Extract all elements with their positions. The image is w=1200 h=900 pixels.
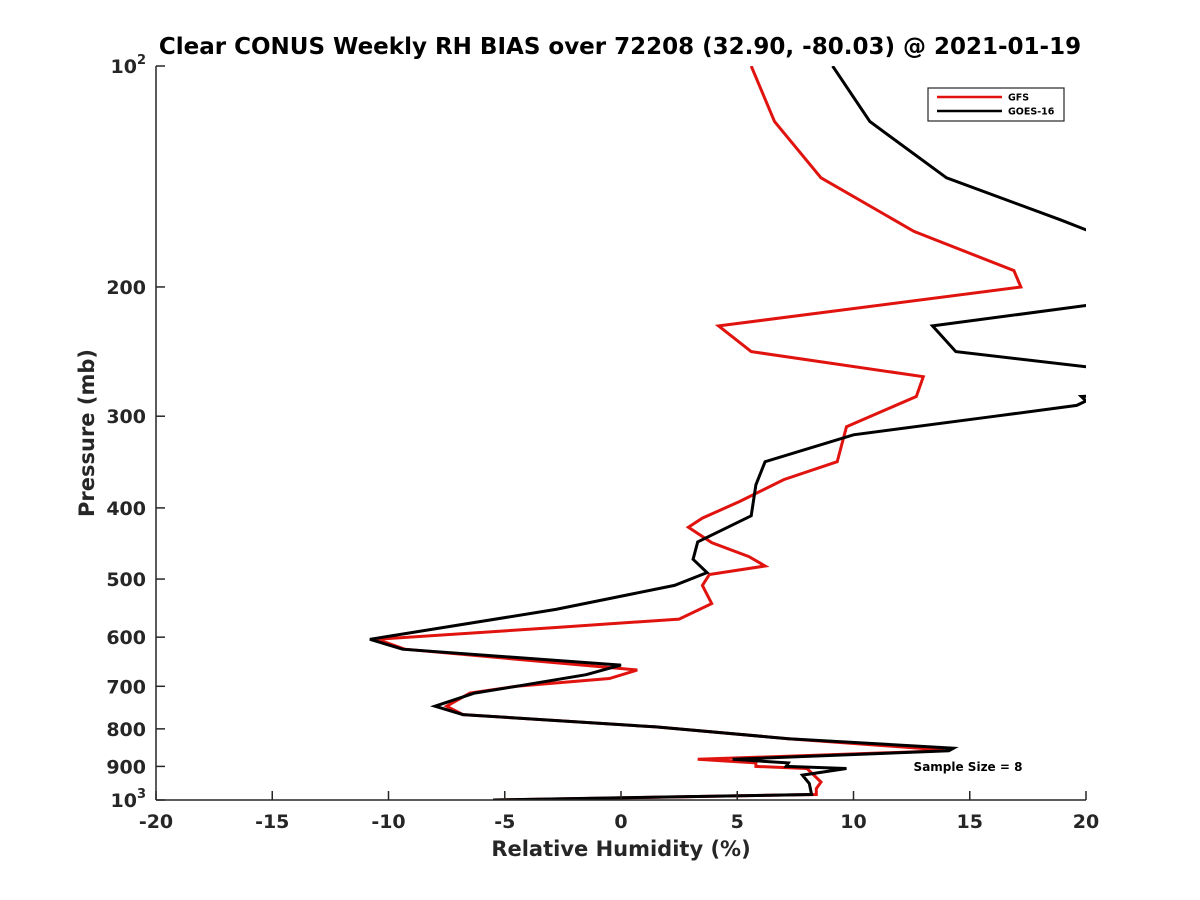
x-tick-label: 10 bbox=[840, 811, 866, 833]
x-axis-label: Relative Humidity (%) bbox=[491, 837, 750, 861]
y-tick-label: 900 bbox=[106, 756, 146, 778]
y-tick-label: 400 bbox=[106, 498, 146, 520]
x-tick-label: 20 bbox=[1073, 811, 1099, 833]
legend-box bbox=[927, 87, 1065, 122]
series-line-gfs bbox=[376, 66, 1024, 800]
y-tick-label: 200 bbox=[106, 277, 146, 299]
y-ticks: 102 200 300 400 500 600 700 800 900 103 bbox=[106, 53, 165, 812]
series-layer bbox=[369, 66, 1086, 800]
x-tick-label: 5 bbox=[731, 811, 744, 833]
legend-label: GOES-16 bbox=[1008, 107, 1055, 118]
x-ticks: -20 -15 -10 -5 0 5 10 15 20 bbox=[139, 791, 1099, 833]
y-tick-label: 700 bbox=[106, 676, 146, 698]
legend-label: GFS bbox=[1008, 93, 1029, 104]
x-tick-label: -5 bbox=[494, 811, 515, 833]
y-tick-label: 103 bbox=[111, 787, 147, 812]
y-tick-label: 800 bbox=[106, 719, 146, 741]
legend: GFS GOES-16 bbox=[927, 87, 1065, 122]
y-tick-label: 600 bbox=[106, 627, 146, 649]
x-tick-label: -15 bbox=[255, 811, 289, 833]
chart-title: Clear CONUS Weekly RH BIAS over 72208 (3… bbox=[159, 34, 1081, 60]
x-tick-label: 15 bbox=[957, 811, 983, 833]
x-tick-label: -20 bbox=[139, 811, 173, 833]
y-axis-label: Pressure (mb) bbox=[75, 349, 99, 517]
y-tick-label: 102 bbox=[111, 53, 147, 78]
y-tick-label: 300 bbox=[106, 406, 146, 428]
y-tick-label: 500 bbox=[106, 569, 146, 591]
sample-size-annotation: Sample Size = 8 bbox=[914, 760, 1023, 774]
x-tick-label: 0 bbox=[614, 811, 627, 833]
series-line-goes-16 bbox=[369, 66, 1086, 800]
x-tick-label: -10 bbox=[371, 811, 405, 833]
